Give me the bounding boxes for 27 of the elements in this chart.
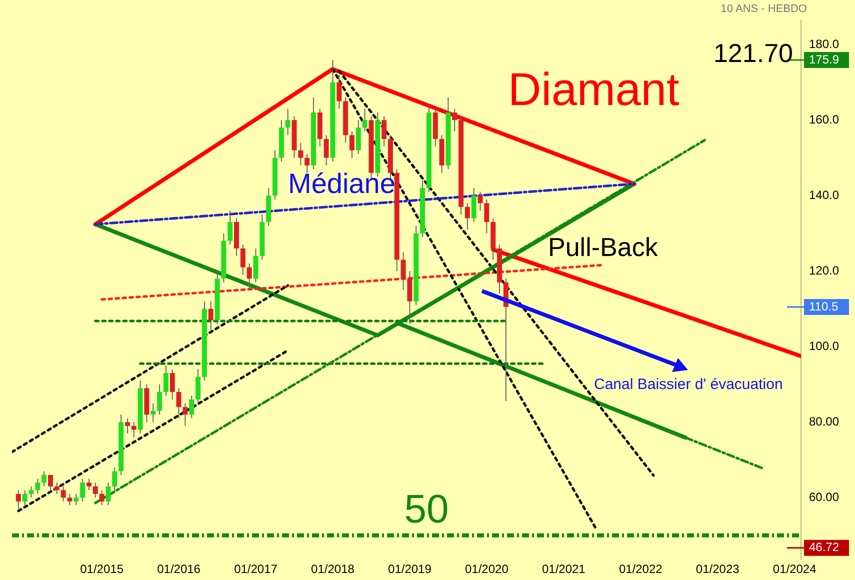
y-tick-label: 60.00 (809, 490, 840, 504)
text: 10 ANS - HEBDO (720, 3, 807, 15)
annotation: Pull-Back (548, 232, 658, 262)
ref-line-label: 175.9 (809, 52, 840, 66)
y-tick-label: 140.0 (809, 188, 840, 202)
y-tick-label: 160.0 (809, 112, 840, 126)
ref-line-label: 50 (404, 487, 449, 532)
ref-line-label: 110.5 (809, 299, 838, 314)
x-tick-label: 01/2024 (772, 562, 817, 576)
x-tick-label: 01/2018 (311, 562, 355, 576)
y-tick-label: 180.0 (809, 36, 840, 51)
x-tick-label: 01/2020 (464, 562, 509, 576)
annotation: 121.70 (713, 38, 793, 68)
x-tick-label: 01/2023 (696, 562, 740, 576)
x-tick-label: 01/2022 (618, 562, 663, 576)
annotation: Médiane (288, 168, 396, 199)
y-tick-label: 80.00 (809, 414, 840, 428)
x-tick-label: 01/2021 (542, 562, 586, 576)
x-tick-label: 01/2017 (234, 562, 278, 576)
y-tick-label: 100.0 (809, 338, 840, 353)
annotation: Canal Baissier d' évacuation (594, 376, 783, 393)
ref-line-label: 46.72 (809, 540, 840, 554)
x-tick-label: 01/2019 (388, 562, 432, 576)
x-tick-label: 01/2015 (80, 562, 124, 576)
y-tick-label: 120.0 (809, 263, 840, 278)
x-tick-label: 01/2016 (157, 562, 201, 576)
annotation: Diamant (508, 63, 680, 115)
